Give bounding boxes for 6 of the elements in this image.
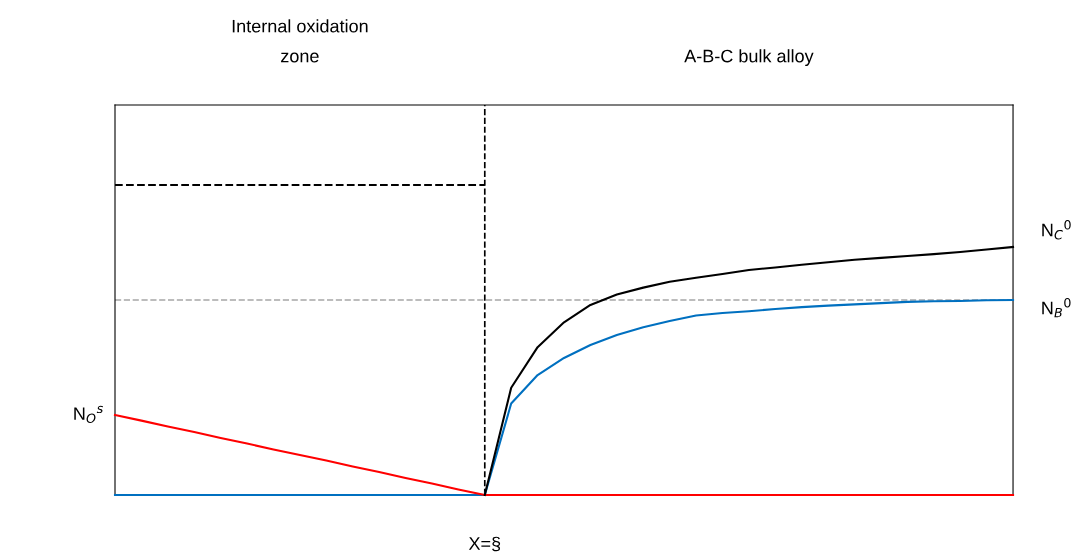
series-label: N$_{O}$$^{s}$	[74, 405, 103, 423]
text: Internal oxidation zone	[232, 19, 368, 63]
series-label: N$_{B}$$^{0}$	[1042, 297, 1071, 318]
text: A-B-C bulk alloy	[684, 49, 814, 67]
text: X=§	[468, 536, 501, 552]
series-label: N$_{C}$$^{0}$	[1042, 220, 1071, 240]
